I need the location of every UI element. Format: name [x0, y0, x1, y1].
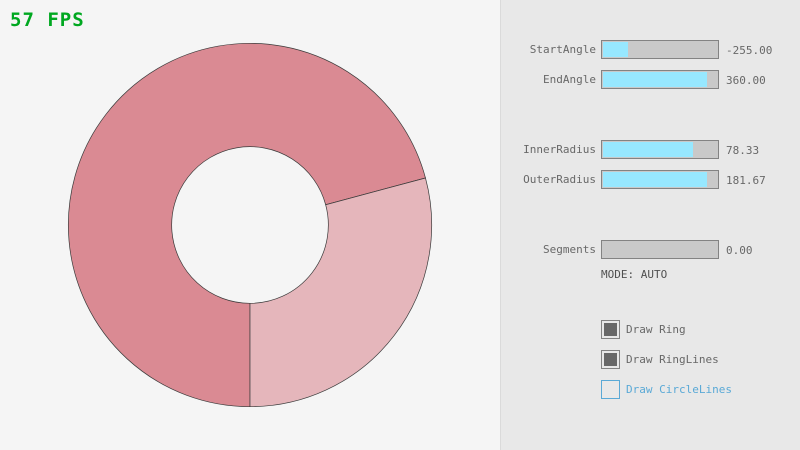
- segments-slider[interactable]: [601, 240, 719, 259]
- inner-radius-value: 78.33: [726, 144, 760, 157]
- start-angle-slider[interactable]: [601, 40, 719, 59]
- draw-ring-label[interactable]: Draw Ring: [626, 323, 686, 336]
- inner-radius-slider[interactable]: [601, 140, 719, 159]
- outer-radius-slider[interactable]: [601, 170, 719, 189]
- inner-radius-label: InnerRadius: [523, 143, 596, 156]
- controls-panel: StartAngle -255.00 EndAngle 360.00 Inner…: [500, 0, 800, 450]
- end-angle-label: EndAngle: [543, 73, 596, 86]
- start-angle-label: StartAngle: [529, 43, 596, 56]
- fps-counter: 57 FPS: [10, 9, 85, 31]
- slider-fill: [603, 72, 707, 87]
- check-mark: [604, 323, 617, 336]
- draw-ringlines-label[interactable]: Draw RingLines: [626, 353, 719, 366]
- ring-canvas: [68, 42, 432, 408]
- slider-fill: [603, 172, 708, 187]
- check-mark: [604, 353, 617, 366]
- slider-fill: [603, 142, 694, 157]
- mode-label: MODE: AUTO: [601, 268, 668, 281]
- slider-fill: [603, 42, 628, 57]
- ring-segment-light: [249, 177, 432, 408]
- draw-circlelines-checkbox[interactable]: [601, 380, 620, 399]
- start-angle-value: -255.00: [726, 44, 773, 57]
- end-angle-slider[interactable]: [601, 70, 719, 89]
- segments-value: 0.00: [726, 244, 753, 257]
- draw-circlelines-label[interactable]: Draw CircleLines: [626, 383, 732, 396]
- segments-label: Segments: [543, 243, 596, 256]
- outer-radius-label: OuterRadius: [523, 173, 596, 186]
- draw-ringlines-checkbox[interactable]: [601, 350, 620, 369]
- end-angle-value: 360.00: [726, 74, 766, 87]
- draw-ring-checkbox[interactable]: [601, 320, 620, 339]
- ring-segment-main: [68, 42, 426, 408]
- outer-radius-value: 181.67: [726, 174, 766, 187]
